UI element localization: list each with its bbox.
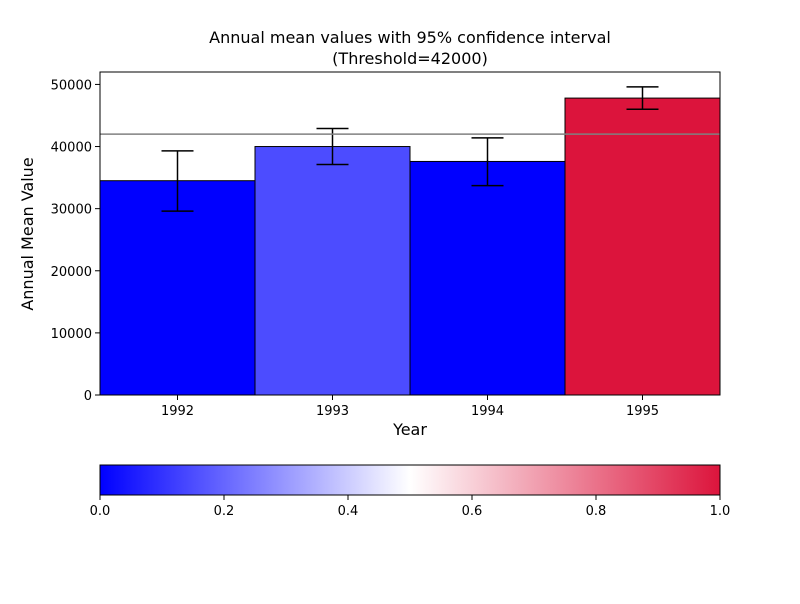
bars-layer <box>99 97 721 396</box>
colorbar-tick-label: 0.8 <box>586 504 607 519</box>
y-axis: 0 10000 20000 30000 40000 50000 <box>51 78 100 404</box>
bar-1992 <box>99 180 256 396</box>
y-tick-label: 10000 <box>51 327 92 342</box>
plot-frame <box>99 71 721 396</box>
colorbar-tick-label: 0.0 <box>90 504 111 519</box>
y-tick-label: 50000 <box>51 78 92 93</box>
x-axis: 1992 1993 1994 1995 <box>161 395 659 419</box>
y-tick-label: 30000 <box>51 203 92 218</box>
bar-1993 <box>254 146 411 396</box>
colorbar-axis: 0.0 0.2 0.4 0.6 0.8 1.0 <box>90 495 731 519</box>
bar-1995 <box>564 97 721 396</box>
x-tick-label: 1994 <box>471 404 504 419</box>
colorbar-tick-label: 0.4 <box>338 504 359 519</box>
chart-title: Annual mean values with 95% confidence i… <box>209 28 611 47</box>
colorbar-tick-label: 0.2 <box>214 504 235 519</box>
y-tick-label: 0 <box>84 389 92 404</box>
bar-1994 <box>409 160 566 396</box>
chart-subtitle: (Threshold=42000) <box>332 49 488 68</box>
y-axis-label: Annual Mean Value <box>18 157 37 310</box>
x-tick-label: 1995 <box>626 404 659 419</box>
error-bar-1994 <box>471 137 504 187</box>
colorbar <box>99 464 721 496</box>
colorbar-tick-label: 0.6 <box>462 504 483 519</box>
y-tick-label: 40000 <box>51 141 92 156</box>
y-tick-label: 20000 <box>51 265 92 280</box>
x-axis-label: Year <box>392 420 427 439</box>
x-tick-label: 1993 <box>316 404 349 419</box>
error-bar-1995 <box>626 86 659 111</box>
colorbar-tick-label: 1.0 <box>710 504 731 519</box>
x-tick-label: 1992 <box>161 404 194 419</box>
errorbars-layer <box>161 86 659 212</box>
error-bar-1992 <box>161 150 194 212</box>
